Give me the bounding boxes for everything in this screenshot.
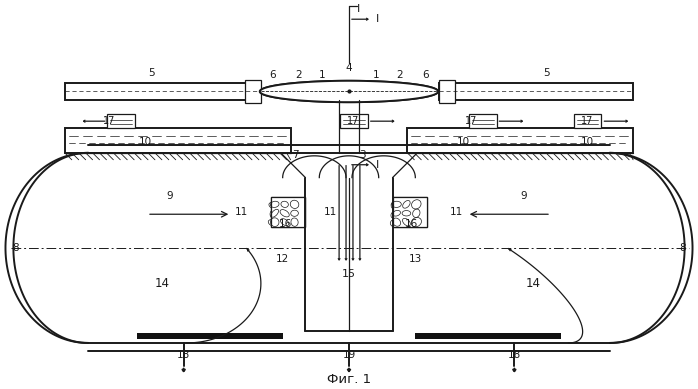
Bar [439,82,633,100]
Text: Фиг. 1: Фиг. 1 [327,373,371,386]
Text: 2: 2 [396,70,403,80]
Text: 12: 12 [276,254,289,264]
Text: 19: 19 [343,350,355,360]
Bar [245,80,261,103]
Bar [574,114,602,128]
Text: 17: 17 [103,116,116,126]
Text: 3: 3 [359,150,366,160]
Text: I: I [376,14,379,24]
Text: 10: 10 [457,137,470,147]
Text: I: I [357,4,361,14]
Text: 17: 17 [465,116,477,126]
Text: 8: 8 [679,243,686,253]
Text: 13: 13 [409,254,422,264]
Bar [392,197,427,227]
Text: 6: 6 [422,70,429,80]
Text: 11: 11 [235,207,248,217]
Bar [415,333,561,339]
Bar [271,197,306,227]
Bar [408,128,633,153]
Text: 18: 18 [177,350,191,360]
Text: 15: 15 [342,269,356,279]
Bar [392,197,427,227]
Bar [137,333,283,339]
Text: 11: 11 [324,207,337,217]
Text: 16: 16 [279,219,292,229]
Text: 8: 8 [12,243,19,253]
Bar [340,114,368,128]
Text: 9: 9 [520,191,526,202]
Bar [65,128,290,153]
Text: 6: 6 [269,70,276,80]
Text: 10: 10 [581,137,594,147]
Text: 17: 17 [347,116,359,126]
Polygon shape [260,81,438,102]
Text: I: I [376,160,379,170]
Text: 4: 4 [346,63,352,73]
Text: 14: 14 [526,277,541,290]
Text: 18: 18 [507,350,521,360]
Text: 2: 2 [295,70,302,80]
Text: 1: 1 [373,70,379,80]
Bar [469,114,496,128]
Text: 11: 11 [450,207,463,217]
Bar [65,82,261,100]
Text: 1: 1 [319,70,325,80]
Text: 17: 17 [581,116,594,126]
Text: 7: 7 [292,150,299,160]
Bar [439,80,455,103]
Text: 5: 5 [149,68,155,78]
Bar [271,197,306,227]
Text: 14: 14 [154,277,170,290]
Text: 9: 9 [167,191,173,202]
Text: 10: 10 [138,137,151,147]
Bar [107,114,135,128]
Text: 5: 5 [543,68,549,78]
Text: 16: 16 [405,219,418,229]
